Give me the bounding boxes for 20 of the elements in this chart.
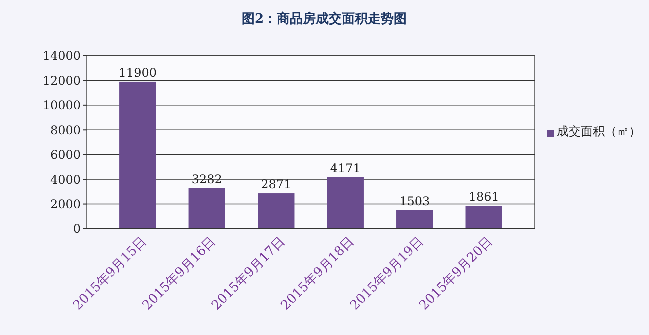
- data-label: 2871: [261, 178, 292, 192]
- y-tick-label: 6000: [50, 148, 81, 162]
- bar: [188, 188, 226, 229]
- data-label: 11900: [118, 66, 157, 80]
- bar: [327, 177, 364, 229]
- data-label: 4171: [330, 161, 361, 176]
- legend-label: 成交面积（㎡）: [557, 124, 641, 139]
- y-tick-label: 4000: [50, 172, 81, 187]
- y-tick-label: 2000: [50, 197, 81, 212]
- chart-title: 图2：商品房成交面积走势图: [242, 11, 408, 27]
- data-label: 1861: [468, 190, 500, 204]
- y-tick-label: 12000: [42, 74, 81, 88]
- y-tick-label: 0: [73, 222, 81, 236]
- bar: [258, 194, 295, 229]
- y-tick-label: 10000: [42, 98, 81, 113]
- bar: [396, 210, 434, 229]
- bar: [466, 206, 502, 229]
- y-tick-label: 8000: [50, 123, 81, 138]
- y-tick-label: 14000: [42, 49, 81, 64]
- bar: [120, 82, 156, 229]
